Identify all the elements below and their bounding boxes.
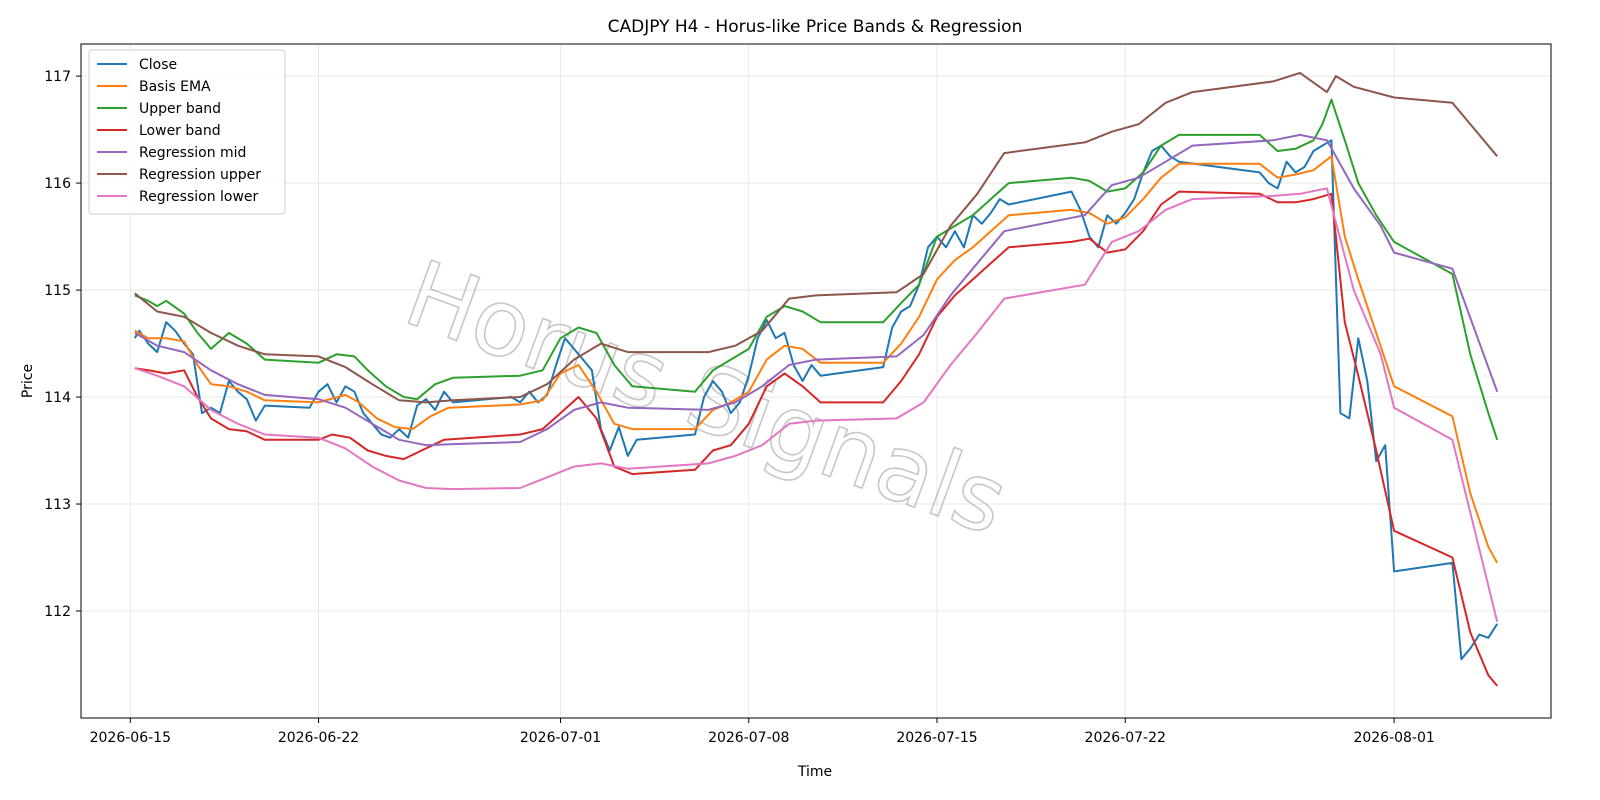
x-tick-label-6: 2026-08-01 (1353, 730, 1434, 746)
y-tick-label-2: 114 (44, 390, 71, 406)
x-tick-label-5: 2026-07-22 (1085, 730, 1166, 746)
legend: Close Basis EMA Upper band Lower band Regres… (88, 49, 286, 215)
legend-label-4: Regression mid (139, 145, 246, 161)
legend-label-5: Regression upper (139, 167, 261, 183)
legend-box (88, 49, 286, 215)
chart-title: CADJPY H4 - Horus-like Price Bands & Reg… (608, 17, 1023, 37)
x-tick-label-2: 2026-07-01 (520, 730, 601, 746)
y-axis-label: Price (20, 364, 36, 398)
x-tick-label-3: 2026-07-08 (708, 730, 789, 746)
legend-label-2: Upper band (139, 101, 221, 117)
x-tick-label-1: 2026-06-22 (278, 730, 359, 746)
series-line-regression-lower (134, 187, 1499, 622)
legend-label-1: Basis EMA (139, 79, 211, 95)
series-line-regression-mid (134, 133, 1499, 447)
plot-frame (80, 43, 1552, 719)
series-line-close (133, 139, 1499, 661)
tick-layer: 2026-06-15 2026-06-22 2026-07-01 2026-07-08… (44, 69, 1435, 746)
y-tick-label-1: 113 (44, 497, 71, 513)
y-tick-label-0: 112 (44, 604, 71, 620)
series-line-lower-band (134, 190, 1498, 687)
series-layer (133, 71, 1499, 687)
series-line-upper-band (134, 98, 1499, 441)
y-tick-label-4: 116 (44, 176, 71, 192)
x-tick-label-4: 2026-07-15 (896, 730, 977, 746)
x-tick-label-0: 2026-06-15 (90, 730, 171, 746)
legend-label-0: Close (139, 57, 177, 73)
x-axis-label: Time (797, 764, 832, 780)
legend-label-3: Lower band (139, 123, 221, 139)
series-line-basis-ema (134, 155, 1499, 564)
y-tick-label-3: 115 (44, 283, 71, 299)
y-tick-label-5: 117 (44, 69, 71, 85)
series-line-regression-upper (134, 71, 1498, 404)
legend-label-6: Regression lower (139, 189, 259, 205)
